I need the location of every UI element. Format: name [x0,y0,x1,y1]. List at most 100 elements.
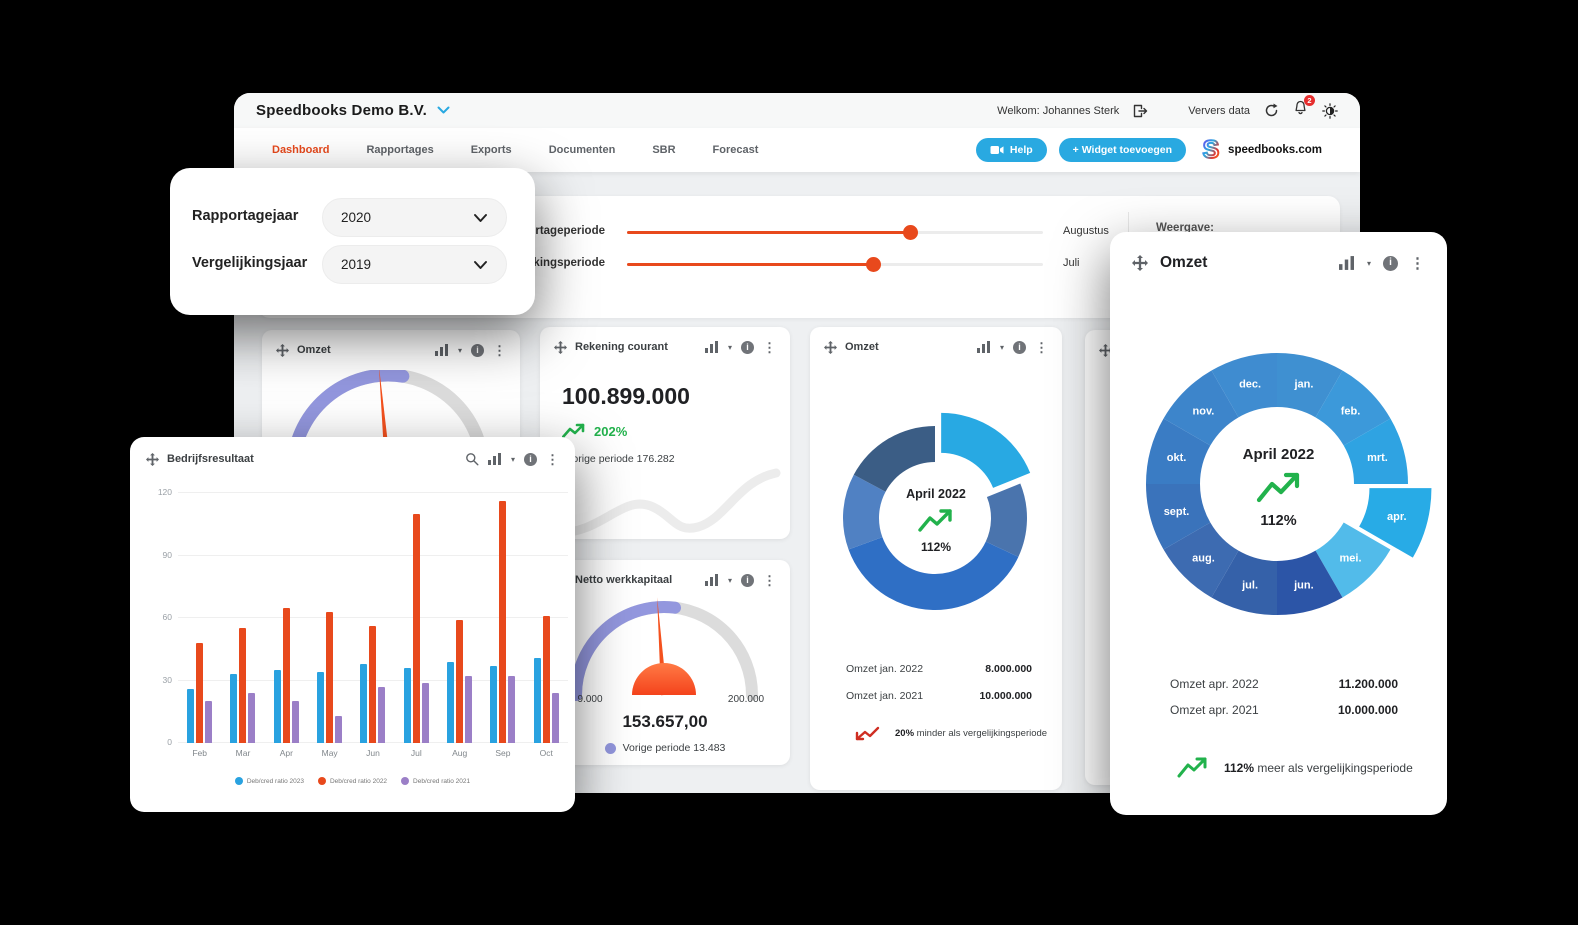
add-widget-button[interactable]: + Widget toevoegen [1058,138,1187,162]
move-icon[interactable] [554,340,567,354]
svg-text:S: S [1203,136,1220,164]
chart-type-icon[interactable] [704,574,718,586]
donut-segment-nov[interactable] [1163,370,1239,446]
move-icon[interactable] [1099,343,1112,357]
report-year-select[interactable]: 2020 [322,198,507,237]
info-icon[interactable]: i [524,452,537,466]
kebab-menu-icon[interactable]: ⋮ [763,572,776,588]
bar[interactable] [421,682,429,743]
widget-title: Omzet [297,344,331,356]
donut-segment-mei[interactable] [1315,522,1391,598]
donut-segment[interactable] [985,483,1027,557]
company-chevron-down-icon[interactable] [437,106,450,115]
bar[interactable] [291,701,299,743]
tab-sbr[interactable]: SBR [652,144,676,156]
bar[interactable] [187,688,195,743]
donut-segment-feb[interactable] [1315,370,1391,446]
x-tick-label: Mar [235,748,251,758]
chart-type-caret-icon[interactable]: ▾ [727,342,732,352]
bar[interactable] [239,628,247,743]
tab-rapportages[interactable]: Rapportages [366,144,434,156]
bar[interactable] [360,663,368,743]
chart-type-icon[interactable] [487,453,501,465]
bar[interactable] [230,674,238,743]
bar[interactable] [456,620,464,743]
chart-type-caret-icon[interactable]: ▾ [457,345,462,355]
kebab-menu-icon[interactable]: ⋮ [1035,339,1048,355]
bar[interactable] [533,657,541,743]
donut-segment-sept[interactable] [1146,484,1211,550]
bar[interactable] [378,686,386,743]
chart-type-caret-icon[interactable]: ▾ [999,342,1004,352]
donut-segment-jan[interactable] [1277,353,1343,418]
donut-segment-dec[interactable] [1211,353,1278,418]
tab-forecast[interactable]: Forecast [712,144,759,156]
report-period-slider-thumb[interactable] [903,225,918,240]
notifications[interactable]: 2 [1293,95,1315,121]
bar[interactable] [369,626,377,743]
kebab-menu-icon[interactable]: ⋮ [763,339,776,355]
kebab-menu-icon[interactable]: ⋮ [493,342,506,358]
dark-mode-icon[interactable] [1322,102,1338,119]
chart-type-caret-icon[interactable]: ▾ [727,575,732,585]
donut-segment-jul[interactable] [1211,550,1278,615]
bar[interactable] [205,701,213,743]
report-period-slider[interactable] [627,225,1043,240]
chart-type-icon[interactable] [704,341,718,353]
move-icon[interactable] [1132,255,1148,271]
info-icon[interactable]: i [741,340,754,354]
donut-segment-apr[interactable] [1359,488,1432,558]
help-button[interactable]: Help [975,138,1047,162]
kebab-menu-icon[interactable]: ⋮ [1410,254,1425,272]
move-icon[interactable] [276,343,289,357]
donut-segment-jun[interactable] [1277,550,1343,615]
tab-dashboard[interactable]: Dashboard [272,144,330,156]
zoom-icon[interactable] [465,452,479,466]
bar[interactable] [317,672,325,743]
info-icon[interactable]: i [471,343,484,357]
bar[interactable] [273,670,281,743]
info-icon[interactable]: i [741,573,754,587]
move-icon[interactable] [146,452,159,466]
info-icon[interactable]: i [1383,255,1398,271]
bar[interactable] [542,615,550,743]
compare-period-slider-thumb[interactable] [866,257,881,272]
bar[interactable] [248,693,256,743]
bar[interactable] [465,676,473,743]
tab-exports[interactable]: Exports [470,144,512,156]
compare-period-slider[interactable] [627,257,1043,272]
x-tick-label: Feb [192,748,207,758]
logout-icon[interactable] [1133,104,1148,118]
chart-type-icon[interactable] [434,344,448,356]
chart-type-icon[interactable] [976,341,990,353]
bar[interactable] [508,676,516,743]
donut-segment-label: jul. [1241,579,1258,591]
move-icon[interactable] [824,340,837,354]
bar[interactable] [196,643,204,743]
bar[interactable] [412,513,420,743]
bar[interactable] [490,665,498,743]
bar[interactable] [335,715,343,743]
chart-type-caret-icon[interactable]: ▾ [1366,258,1371,268]
donut-segment[interactable] [848,537,1019,610]
tab-documenten[interactable]: Documenten [548,144,616,156]
refresh-icon[interactable] [1264,103,1279,118]
donut-segment[interactable] [941,412,1031,488]
donut-segment-aug[interactable] [1163,522,1239,598]
compare-year-select[interactable]: 2019 [322,245,507,284]
bar[interactable] [326,611,334,743]
donut-segment-mrt[interactable] [1343,418,1408,485]
notification-badge: 2 [1304,95,1315,106]
donut-segment[interactable] [843,474,886,550]
donut-segment-okt[interactable] [1146,418,1211,485]
bar[interactable] [282,607,290,743]
bar[interactable] [551,693,559,743]
chart-type-caret-icon[interactable]: ▾ [510,454,515,464]
kebab-menu-icon[interactable]: ⋮ [546,451,559,467]
bar[interactable] [447,661,455,743]
bar[interactable] [403,668,411,743]
info-icon[interactable]: i [1013,340,1026,354]
bar[interactable] [499,501,507,743]
chart-type-icon[interactable] [1338,256,1354,270]
donut-segment[interactable] [853,426,935,492]
